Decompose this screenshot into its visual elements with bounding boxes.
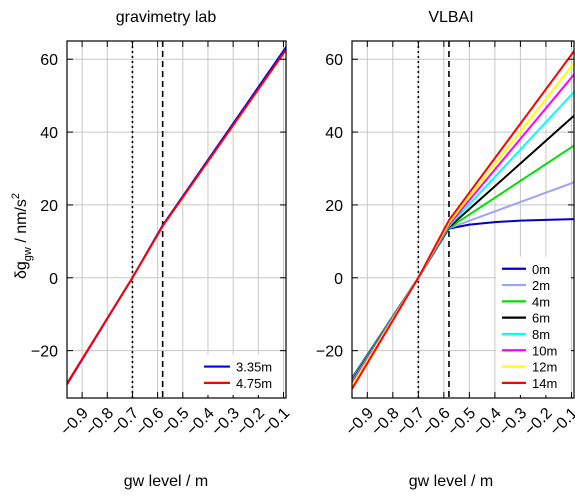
x-tick-label: −0.1 bbox=[259, 405, 293, 439]
legend-label: 4m bbox=[532, 294, 550, 309]
legend-label: 4.75m bbox=[236, 376, 272, 391]
y-tick-label: 60 bbox=[325, 52, 343, 69]
legend-background bbox=[198, 354, 283, 395]
legend-label: 8m bbox=[532, 327, 550, 342]
x-axis-label: gw level / m bbox=[124, 473, 208, 490]
x-tick-label: −0.2 bbox=[521, 405, 555, 439]
y-tick-label: −20 bbox=[316, 344, 343, 361]
panel-title: VLBAI bbox=[428, 9, 473, 26]
legend-label: 2m bbox=[532, 278, 550, 293]
x-tick-label: −0.9 bbox=[343, 405, 377, 439]
y-axis-label-rest: / nm/s bbox=[13, 199, 30, 247]
plot-frame bbox=[351, 40, 575, 399]
legend-label: 6m bbox=[532, 311, 550, 326]
y-axis-label: δggw / nm/s2 bbox=[10, 193, 34, 279]
x-tick-label: −0.3 bbox=[496, 405, 530, 439]
y-tick-label: 0 bbox=[49, 271, 58, 288]
legend-label: 14m bbox=[532, 376, 557, 391]
panel-vlbai: VLBAI gw level / m −200204060−0.9−0.8−0.… bbox=[316, 9, 575, 490]
legend-label: 12m bbox=[532, 360, 557, 375]
legend-background bbox=[496, 256, 571, 395]
y-tick-label: 40 bbox=[40, 125, 58, 142]
y-axis-label-main: δg bbox=[13, 261, 30, 279]
y-tick-label: 20 bbox=[325, 198, 343, 215]
panel-gravimetry-lab: gravimetry lab gw level / m −20 0 20 40 60 −0… bbox=[31, 9, 294, 490]
legend-label: 0m bbox=[532, 262, 550, 277]
legend-label: 3.35m bbox=[236, 360, 272, 375]
series-line-4.75m bbox=[67, 49, 286, 384]
x-tick-label: −0.4 bbox=[470, 405, 504, 439]
series-group bbox=[352, 50, 574, 390]
y-axis-label-sub: gw bbox=[22, 247, 34, 261]
y-tick-label: 40 bbox=[325, 125, 343, 142]
y-tick-label: 0 bbox=[334, 271, 343, 288]
plot-frame bbox=[66, 40, 287, 399]
series-group bbox=[67, 46, 286, 385]
x-tick-label: −0.1 bbox=[547, 405, 575, 439]
y-tick-label: −20 bbox=[31, 344, 58, 361]
x-tick-label: −0.7 bbox=[394, 405, 428, 439]
x-axis-label: gw level / m bbox=[409, 473, 493, 490]
x-tick-label: −0.5 bbox=[445, 405, 479, 439]
y-tick-label: 60 bbox=[40, 52, 58, 69]
x-tick-label: −0.8 bbox=[368, 405, 402, 439]
panel-title: gravimetry lab bbox=[116, 9, 217, 26]
series-line-14m bbox=[352, 50, 574, 390]
y-tick-label: 20 bbox=[40, 198, 58, 215]
legend-label: 10m bbox=[532, 343, 557, 358]
y-axis-label-sup: 2 bbox=[10, 193, 22, 199]
x-tick-label: −0.6 bbox=[419, 405, 453, 439]
